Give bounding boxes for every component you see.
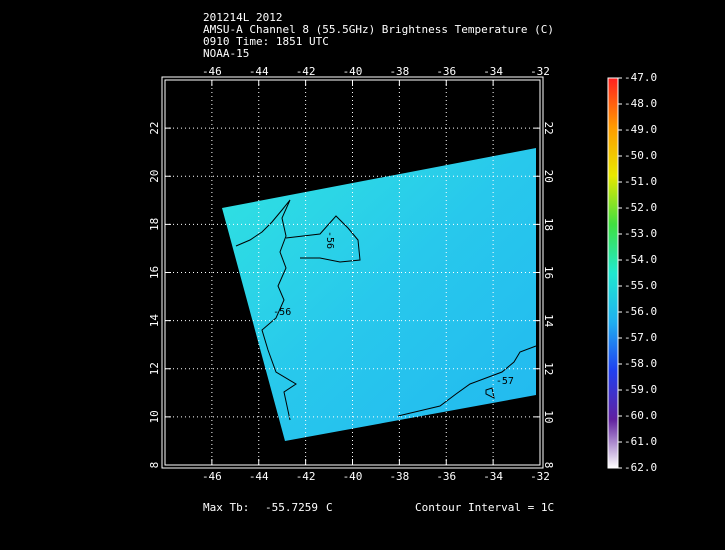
y-tick-label: 12 bbox=[542, 362, 555, 375]
colorbar-label: -51.0 bbox=[624, 175, 657, 188]
max-tb-label: Max Tb: bbox=[203, 501, 249, 514]
swath bbox=[222, 148, 536, 441]
colorbar-label: -47.0 bbox=[624, 71, 657, 84]
y-tick-label: 18 bbox=[542, 218, 555, 231]
y-tick-label: 8 bbox=[542, 462, 555, 469]
colorbar-label: -62.0 bbox=[624, 461, 657, 474]
colorbar-label: -50.0 bbox=[624, 149, 657, 162]
x-tick-label: -44 bbox=[249, 65, 269, 78]
colorbar-label: -52.0 bbox=[624, 201, 657, 214]
y-tick-label: 10 bbox=[148, 410, 161, 423]
y-tick-label: 20 bbox=[542, 170, 555, 183]
x-tick-label: -46 bbox=[202, 470, 222, 483]
y-tick-label: 14 bbox=[148, 314, 161, 328]
y-tick-label: 16 bbox=[148, 266, 161, 279]
colorbar-label: -60.0 bbox=[624, 409, 657, 422]
contours bbox=[235, 199, 537, 421]
x-tick-label: -40 bbox=[343, 65, 363, 78]
colorbar-label: -55.0 bbox=[624, 279, 657, 292]
title-line: 201214L 2012 bbox=[203, 11, 282, 24]
y-tick-label: 20 bbox=[148, 170, 161, 183]
x-tick-label: -44 bbox=[249, 470, 269, 483]
x-tick-label: -46 bbox=[202, 65, 222, 78]
colorbar-label: -53.0 bbox=[624, 227, 657, 240]
x-tick-label: -36 bbox=[436, 65, 456, 78]
colorbar bbox=[607, 77, 619, 469]
x-tick-label: -32 bbox=[530, 470, 550, 483]
y-tick-label: 18 bbox=[148, 218, 161, 231]
contour-label: -56 bbox=[273, 307, 291, 318]
y-tick-label: 14 bbox=[542, 314, 555, 328]
y-tick-label: 10 bbox=[542, 410, 555, 423]
x-tick-label: -34 bbox=[483, 65, 503, 78]
x-tick-label: -34 bbox=[483, 470, 503, 483]
max-tb: -55.7259 bbox=[265, 501, 318, 514]
contour-interval: Contour Interval = 1C bbox=[415, 501, 554, 514]
contour-label: -56 bbox=[324, 231, 335, 249]
x-tick-label: -42 bbox=[296, 65, 316, 78]
colorbar-label: -49.0 bbox=[624, 123, 657, 136]
x-tick-label: -38 bbox=[389, 470, 409, 483]
x-tick-label: -40 bbox=[343, 470, 363, 483]
colorbar-label: -54.0 bbox=[624, 253, 657, 266]
title-line: 0910 Time: 1851 UTC bbox=[203, 35, 329, 48]
colorbar-label: -57.0 bbox=[624, 331, 657, 344]
colorbar-label: -61.0 bbox=[624, 435, 657, 448]
x-tick-label: -36 bbox=[436, 470, 456, 483]
y-tick-label: 8 bbox=[148, 462, 161, 469]
colorbar-label: -59.0 bbox=[624, 383, 657, 396]
frame-outer bbox=[161, 76, 544, 469]
y-tick-label: 12 bbox=[148, 362, 161, 375]
colorbar-label: -58.0 bbox=[624, 357, 657, 370]
colorbar-label: -56.0 bbox=[624, 305, 657, 318]
title-line: AMSU-A Channel 8 (55.5GHz) Brightness Te… bbox=[203, 23, 554, 36]
y-tick-label: 22 bbox=[148, 122, 161, 135]
contour-label: -57 bbox=[496, 376, 514, 387]
x-tick-label: -32 bbox=[530, 65, 550, 78]
title-line: NOAA-15 bbox=[203, 47, 249, 60]
max-tb-unit: C bbox=[326, 501, 333, 514]
colorbar-label: -48.0 bbox=[624, 97, 657, 110]
x-tick-label: -38 bbox=[389, 65, 409, 78]
y-tick-label: 16 bbox=[542, 266, 555, 279]
y-tick-label: 22 bbox=[542, 122, 555, 135]
x-tick-label: -42 bbox=[296, 470, 316, 483]
